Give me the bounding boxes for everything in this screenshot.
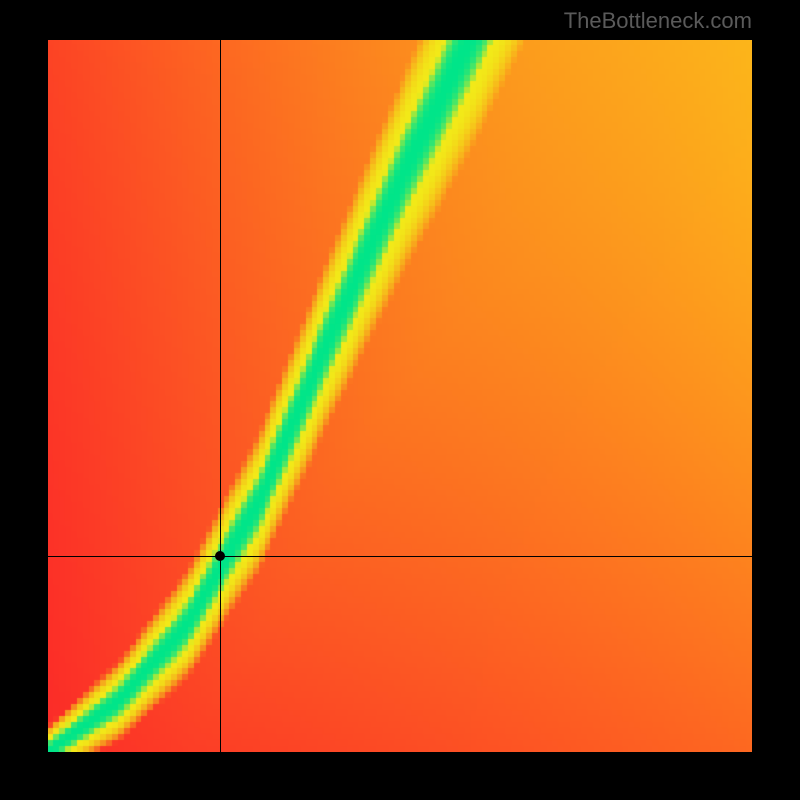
chart-container: TheBottleneck.com (0, 0, 800, 800)
watermark-text: TheBottleneck.com (564, 8, 752, 34)
heatmap-canvas (48, 40, 752, 752)
crosshair-horizontal (48, 556, 752, 557)
heatmap-plot (48, 40, 752, 752)
bottleneck-marker (215, 551, 225, 561)
crosshair-vertical (220, 40, 221, 752)
